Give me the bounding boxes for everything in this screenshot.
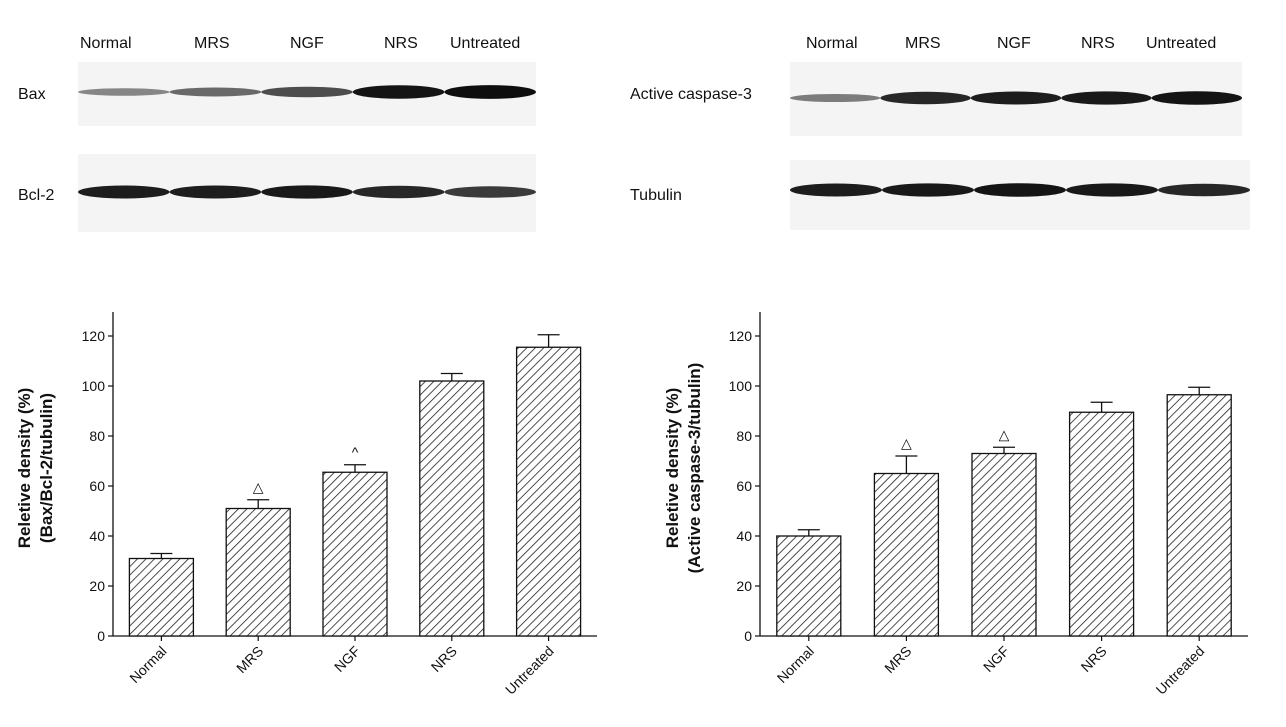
- right-lane-header-mrs: MRS: [905, 35, 941, 52]
- right-chart-ytick-label-5: 100: [729, 378, 753, 394]
- left-chart-ytick-label-1: 20: [89, 578, 105, 594]
- left-chart-ylabel-line1: Reletive density (%): [15, 388, 34, 549]
- right-lane-header-ngf: NGF: [997, 35, 1031, 52]
- left-chart-ytick-label-5: 100: [82, 378, 106, 394]
- right-chart-bar-untreated: [1166, 394, 1232, 637]
- caspase-band-3: [1061, 91, 1152, 105]
- tubulin-band-1: [882, 183, 974, 197]
- left-chart-bar-mrs: [225, 507, 291, 637]
- blot-label-active-caspase-3: Active caspase-3: [630, 86, 752, 103]
- bcl2-band-3: [352, 185, 445, 199]
- caspase-band-2: [970, 91, 1062, 105]
- blot-bands-active-caspase-3: [790, 91, 1242, 105]
- left-chart-marker-2: ^: [352, 444, 359, 460]
- right-chart-ylabel-line2: (Active caspase-3/tubulin): [685, 363, 704, 574]
- caspase-band-0: [790, 94, 881, 102]
- right-lane-header-normal: Normal: [806, 35, 858, 52]
- right-chart-xtick-label-nrs: NRS: [1078, 643, 1110, 675]
- bcl2-band-2: [261, 185, 353, 199]
- bax-band-2: [261, 86, 353, 98]
- right-lane-header-untreated: Untreated: [1146, 35, 1217, 52]
- bcl2-band-1: [169, 185, 262, 199]
- left-chart-bar-untreated: [515, 346, 582, 637]
- left-lane-header-mrs: MRS: [194, 35, 230, 52]
- bax-band-4: [444, 85, 536, 99]
- left-chart-ylabel-line2: (Bax/Bcl-2/tubulin): [37, 393, 56, 543]
- left-chart-ytick-label-2: 40: [89, 528, 105, 544]
- bax-band-1: [169, 87, 262, 97]
- blot-bands-bcl2: [78, 185, 536, 199]
- right-chart-ytick-label-2: 40: [736, 528, 752, 544]
- right-chart-xtick-label-ngf: NGF: [980, 643, 1012, 675]
- left-chart-ytick-label-4: 80: [89, 428, 105, 444]
- right-chart-bar-normal: [776, 535, 842, 637]
- blot-label-tubulin: Tubulin: [630, 187, 682, 204]
- right-chart-xtick-label-normal: Normal: [774, 643, 817, 686]
- blot-strip-active-caspase-3: [790, 62, 1242, 136]
- right-chart-bar-ngf: [971, 452, 1037, 637]
- blot-strip-bax: [78, 62, 536, 126]
- blot-label-bcl2: Bcl-2: [18, 187, 55, 204]
- left-chart-ytick-label-3: 60: [89, 478, 105, 494]
- right-chart-ylabel-line1: Reletive density (%): [663, 388, 682, 549]
- right-chart-bar-nrs: [1068, 411, 1135, 637]
- bcl2-band-0: [78, 185, 170, 199]
- tubulin-band-0: [790, 183, 882, 197]
- left-lane-header-normal: Normal: [80, 35, 132, 52]
- left-chart-ytick-label-6: 120: [82, 328, 106, 344]
- bax-band-3: [352, 85, 445, 99]
- right-chart-marker-2: △: [999, 426, 1010, 442]
- left-lane-header-ngf: NGF: [290, 35, 324, 52]
- left-chart-bar-nrs: [419, 380, 485, 637]
- blot-strip-bcl2: [78, 154, 536, 232]
- right-chart-ytick-label-0: 0: [744, 628, 752, 644]
- blot-bands-tubulin: [790, 183, 1250, 197]
- right-chart-ytick-label-1: 20: [736, 578, 752, 594]
- left-chart-bar-normal: [128, 557, 195, 637]
- bcl2-band-4: [444, 186, 536, 198]
- right-chart-xtick-label-mrs: MRS: [881, 643, 914, 676]
- right-chart-ytick-label-6: 120: [729, 328, 753, 344]
- caspase-band-1: [880, 91, 971, 105]
- left-chart-ytick-label-0: 0: [97, 628, 105, 644]
- right-chart-ytick-label-4: 80: [736, 428, 752, 444]
- blot-strip-tubulin: [790, 160, 1250, 230]
- right-chart-bar-mrs: [873, 472, 940, 637]
- tubulin-band-4: [1158, 183, 1250, 197]
- bax-band-0: [78, 88, 170, 96]
- left-chart-marker-1: △: [253, 479, 264, 495]
- tubulin-band-3: [1066, 183, 1158, 197]
- tubulin-band-2: [974, 183, 1066, 197]
- right-chart-xtick-label-untreated: Untreated: [1153, 643, 1208, 698]
- right-chart-ytick-label-3: 60: [736, 478, 752, 494]
- left-lane-header-untreated: Untreated: [450, 35, 521, 52]
- left-chart-bar-ngf: [322, 471, 388, 637]
- right-chart-marker-1: △: [901, 435, 912, 451]
- blot-label-bax: Bax: [18, 86, 46, 103]
- right-lane-header-nrs: NRS: [1081, 35, 1115, 52]
- blot-bands-bax: [78, 85, 536, 99]
- caspase-band-4: [1151, 91, 1242, 105]
- left-lane-header-nrs: NRS: [384, 35, 418, 52]
